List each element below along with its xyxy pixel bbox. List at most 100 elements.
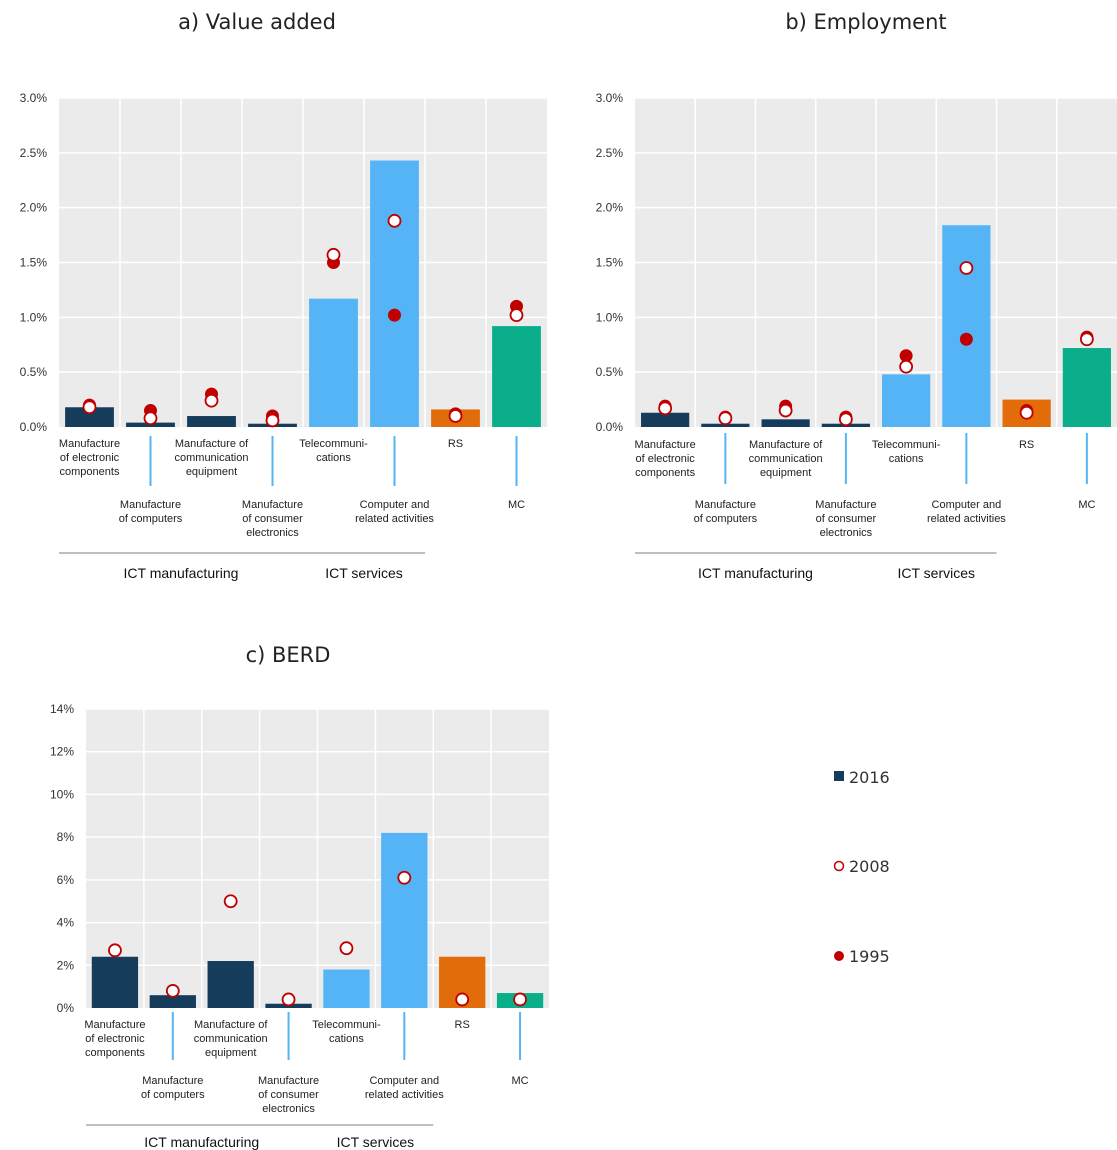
marker-2008 [326, 247, 341, 262]
category-label: Computer and [369, 1075, 439, 1087]
marker-2008 [778, 403, 793, 418]
category-label: Manufacture [635, 439, 696, 451]
bar-5 [323, 969, 370, 1008]
legend: 2016 2008 1995 [833, 768, 890, 966]
category-label: MC [512, 1075, 529, 1087]
category-label: RS [448, 438, 463, 450]
marker-2008 [108, 943, 122, 958]
category-label: related activities [355, 513, 434, 525]
y-tick-label: 2.5% [20, 146, 48, 160]
marker-2008 [448, 409, 463, 423]
y-tick-label: 3.0% [20, 91, 48, 105]
category-label: communication [194, 1033, 268, 1045]
panel-value-added: a) Value added 0.0% 0.5% 1.0% 1.5% 2.0% 2.5% 3… [20, 10, 547, 581]
category-label: communication [749, 453, 823, 465]
bar-3 [761, 419, 810, 427]
category-label: of computers [694, 513, 758, 525]
category-label: of computers [141, 1089, 205, 1101]
category-label: Telecommuni- [299, 438, 368, 450]
y-tick-label: 6% [57, 873, 75, 887]
group-label: ICT manufacturing [144, 1134, 259, 1150]
y-tick-label: 0.5% [20, 365, 48, 379]
category-label: Manufacture [695, 499, 756, 511]
marker-2008 [509, 308, 524, 323]
bar-5 [309, 298, 358, 427]
marker-1995 [899, 349, 913, 363]
category-label: cations [889, 453, 924, 465]
bar-5 [882, 374, 931, 427]
category-label: cations [316, 452, 351, 464]
category-label: MC [508, 499, 525, 511]
bar-6 [370, 160, 419, 427]
marker-2008 [223, 894, 238, 909]
marker-2008 [143, 411, 158, 426]
y-tick-label: 1.5% [596, 256, 624, 270]
marker-2008 [165, 984, 180, 998]
legend-label-1995: 1995 [849, 947, 890, 966]
y-tick-label: 2.0% [20, 201, 48, 215]
legend-swatch-1995 [834, 951, 844, 961]
panel-berd: c) BERD 0% 2% 4% 6% 8% 10% 12% 14% Manufacture of… [50, 643, 549, 1150]
marker-2008 [513, 992, 527, 1007]
category-label: Manufacture [242, 499, 303, 511]
category-label: of consumer [816, 513, 877, 525]
category-label: components [635, 467, 695, 479]
marker-2008 [387, 213, 402, 228]
category-label: Computer and [932, 499, 1002, 511]
category-label: equipment [760, 467, 811, 479]
category-label: electronics [246, 527, 299, 539]
category-label: RS [455, 1019, 470, 1031]
legend-label-2008: 2008 [849, 857, 890, 876]
category-label: related activities [927, 513, 1006, 525]
bar-1 [65, 407, 114, 427]
legend-swatch-2008 [833, 860, 845, 872]
category-label: RS [1019, 439, 1034, 451]
bar-2 [149, 995, 196, 1008]
bar-1 [641, 412, 690, 427]
bar-3 [187, 416, 236, 427]
panel-title-employment: b) Employment [785, 10, 946, 34]
marker-2008 [959, 261, 974, 275]
legend-label-2016: 2016 [849, 768, 890, 787]
group-label: ICT services [897, 565, 975, 581]
marker-2008 [281, 992, 296, 1007]
category-label: of computers [119, 513, 183, 525]
marker-2008 [455, 992, 470, 1007]
marker-2008 [82, 400, 97, 415]
category-label: Manufacture [258, 1075, 319, 1087]
category-label: cations [329, 1033, 364, 1045]
marker-2008 [339, 941, 354, 956]
legend-swatch-2016 [834, 771, 844, 781]
group-label: ICT services [325, 565, 403, 581]
y-tick-label: 2.5% [596, 146, 624, 160]
marker-2008 [899, 359, 914, 374]
category-label: equipment [205, 1047, 256, 1059]
marker-1995 [388, 308, 401, 322]
category-label: of consumer [242, 513, 303, 525]
category-label: of electronic [85, 1033, 145, 1045]
marker-2008 [265, 413, 280, 428]
marker-2008 [718, 411, 733, 426]
bar-8 [492, 326, 541, 427]
marker-2008 [838, 412, 853, 427]
category-label: Manufacture of [749, 439, 823, 451]
y-tick-label: 1.5% [20, 256, 48, 270]
category-label: electronics [820, 527, 873, 539]
y-tick-label: 1.0% [20, 310, 48, 324]
group-label: ICT manufacturing [124, 565, 239, 581]
category-label: Computer and [360, 499, 430, 511]
category-label: Telecommuni- [312, 1019, 381, 1031]
category-label: communication [175, 452, 249, 464]
y-tick-label: 0.0% [596, 420, 624, 434]
bar-1 [91, 956, 139, 1008]
y-tick-label: 3.0% [596, 91, 624, 105]
y-tick-label: 4% [57, 916, 75, 930]
marker-2008 [1079, 332, 1094, 347]
bar-6 [381, 832, 428, 1008]
panel-title-value-added: a) Value added [178, 10, 336, 34]
y-tick-label: 0.5% [596, 365, 624, 379]
group-label: ICT manufacturing [698, 565, 813, 581]
category-label: of consumer [258, 1089, 319, 1101]
y-tick-label: 8% [57, 830, 75, 844]
